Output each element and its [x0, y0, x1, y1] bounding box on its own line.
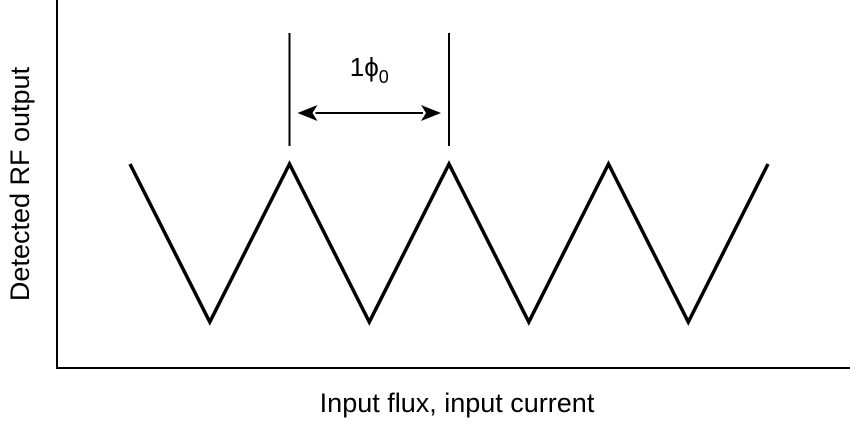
period-label-subscript: 0: [379, 67, 389, 87]
period-arrow-head-left: [297, 105, 318, 121]
period-label-number: 1: [350, 52, 364, 82]
period-label-symbol: ϕ: [364, 52, 379, 82]
period-annotation: 1ϕ0: [288, 33, 450, 146]
period-arrow-head-right: [421, 105, 441, 121]
period-label: 1ϕ0: [350, 52, 389, 87]
x-axis-label: Input flux, input current: [320, 388, 595, 418]
series-line: [128, 160, 770, 326]
y-axis-label: Detected RF output: [5, 66, 35, 301]
